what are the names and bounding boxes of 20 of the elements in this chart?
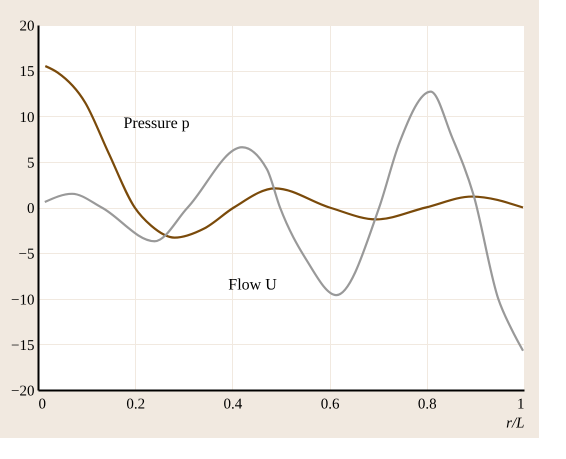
y-tick-label: 10 — [20, 110, 34, 126]
line-series — [44, 90, 524, 352]
x-tick-label: 1 — [517, 396, 524, 412]
y-tick-label: 15 — [20, 64, 34, 80]
y-tick-label: −5 — [18, 246, 34, 263]
y-tick-label: −10 — [11, 292, 34, 308]
x-tick-label: 0.6 — [320, 396, 340, 412]
line-series — [44, 64, 524, 239]
y-tick-label: −15 — [11, 338, 34, 354]
annotation: Pressure p — [123, 114, 190, 132]
y-tick-label: 5 — [27, 155, 34, 172]
x-tick-label: 0.8 — [418, 396, 437, 412]
x-axis-title: r/L — [506, 416, 524, 432]
y-tick-label: 0 — [27, 201, 34, 217]
x-tick-label: 0.2 — [126, 396, 146, 412]
x-tick-label: 0.4 — [224, 396, 243, 412]
annotation: Flow U — [228, 276, 278, 294]
y-tick-label: 20 — [20, 18, 34, 34]
x-tick-label: 0 — [38, 396, 46, 412]
y-tick-label: −20 — [11, 384, 34, 400]
